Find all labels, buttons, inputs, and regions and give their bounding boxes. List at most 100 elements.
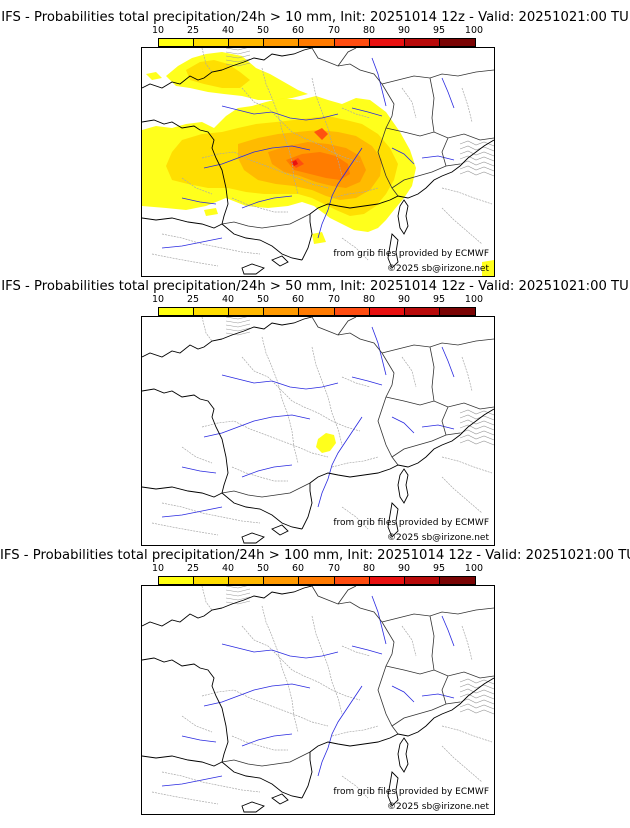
river-line bbox=[181, 466, 217, 474]
data-source-credit: from grib files provided by ECMWF bbox=[333, 518, 489, 528]
colorbar-swatch bbox=[405, 577, 440, 584]
river-line bbox=[421, 424, 455, 430]
river-line bbox=[371, 595, 387, 645]
country-border bbox=[221, 213, 311, 229]
admin-boundary bbox=[311, 77, 343, 177]
river-line bbox=[203, 145, 311, 169]
probability-area bbox=[292, 160, 298, 166]
relief-contour bbox=[225, 62, 251, 67]
relief-contour bbox=[459, 165, 494, 172]
admin-boundary bbox=[341, 107, 371, 119]
colorbar-swatch bbox=[370, 577, 405, 584]
map-panel: IFS - Probabilities total precipitation/… bbox=[0, 279, 630, 549]
relief-contour bbox=[225, 50, 251, 55]
coastline bbox=[241, 263, 265, 275]
relief-contour bbox=[459, 414, 494, 421]
river-line bbox=[241, 195, 293, 209]
relief-contour bbox=[225, 596, 251, 601]
river-line bbox=[161, 237, 223, 249]
colorbar-swatch bbox=[264, 577, 299, 584]
admin-boundary bbox=[331, 187, 379, 199]
colorbar-tick-label: 70 bbox=[327, 563, 341, 574]
colorbar-swatch bbox=[370, 308, 405, 315]
coastline bbox=[309, 677, 494, 753]
country-border bbox=[385, 396, 494, 410]
colorbar-swatches bbox=[158, 576, 476, 585]
probability-area bbox=[482, 260, 494, 276]
admin-boundary bbox=[181, 715, 213, 733]
coastline bbox=[309, 139, 494, 215]
admin-boundary bbox=[261, 67, 299, 195]
probability-area bbox=[312, 232, 326, 244]
country-border bbox=[441, 675, 449, 705]
colorbar-tick-label: 80 bbox=[362, 25, 376, 36]
country-border bbox=[381, 338, 494, 354]
country-border bbox=[311, 48, 399, 197]
colorbar-tick-label: 95 bbox=[432, 294, 446, 305]
admin-boundary bbox=[151, 522, 219, 536]
colorbar-tick-label: 25 bbox=[186, 563, 200, 574]
relief-contour bbox=[459, 703, 494, 710]
admin-boundary bbox=[201, 689, 329, 727]
river-line bbox=[221, 643, 339, 659]
relief-contour bbox=[225, 58, 251, 63]
relief-contour bbox=[459, 424, 494, 431]
coastline bbox=[301, 214, 313, 261]
coastline bbox=[142, 338, 223, 358]
country-border bbox=[441, 137, 449, 167]
country-border bbox=[221, 751, 311, 767]
relief-contour bbox=[225, 600, 251, 605]
colorbar-tick-label: 40 bbox=[221, 25, 235, 36]
map-canvas bbox=[142, 48, 494, 276]
admin-boundary bbox=[311, 615, 343, 715]
country-border bbox=[337, 317, 357, 336]
colorbar-tick-label: 10 bbox=[151, 25, 165, 36]
coastline bbox=[397, 199, 409, 235]
colorbar-tick-label: 60 bbox=[291, 563, 305, 574]
admin-boundary bbox=[341, 775, 369, 799]
coastline bbox=[142, 69, 223, 89]
coastline bbox=[221, 223, 303, 261]
colorbar-tick-label: 10 bbox=[151, 294, 165, 305]
relief-contour bbox=[225, 319, 251, 324]
colorbar-swatch bbox=[159, 577, 194, 584]
admin-boundary bbox=[341, 506, 369, 530]
map-canvas bbox=[142, 317, 494, 544]
panel-title: IFS - Probabilities total precipitation/… bbox=[0, 548, 630, 563]
river-line bbox=[241, 464, 293, 478]
country-border bbox=[337, 48, 357, 67]
colorbar-tick-label: 90 bbox=[397, 25, 411, 36]
relief-contour bbox=[459, 170, 494, 177]
country-border bbox=[381, 69, 494, 85]
admin-boundary bbox=[441, 207, 483, 245]
panel-title: IFS - Probabilities total precipitation/… bbox=[1, 279, 629, 294]
admin-boundary bbox=[441, 745, 483, 783]
river-line bbox=[317, 685, 363, 777]
country-border bbox=[429, 346, 435, 402]
river-line bbox=[317, 416, 363, 508]
admin-boundary bbox=[441, 456, 493, 474]
relief-contour bbox=[225, 48, 248, 51]
admin-boundary bbox=[401, 625, 417, 657]
country-border bbox=[337, 586, 357, 605]
country-border bbox=[311, 586, 399, 735]
relief-contour bbox=[459, 145, 494, 152]
relief-contour bbox=[459, 708, 494, 715]
colorbar-legend: 10 25 40 50 60 70 80 90 95 100 bbox=[152, 563, 483, 591]
colorbar-swatch bbox=[370, 39, 405, 46]
river-line bbox=[317, 147, 363, 239]
river-line bbox=[391, 685, 415, 703]
relief-contour bbox=[225, 323, 251, 328]
coastline bbox=[387, 502, 399, 538]
coastline bbox=[397, 468, 409, 504]
colorbar-swatch bbox=[299, 39, 335, 46]
copyright-credit: ©2025 sb@irizone.net bbox=[387, 802, 489, 812]
river-line bbox=[441, 77, 455, 109]
admin-boundary bbox=[311, 346, 343, 446]
coastline bbox=[221, 48, 313, 71]
admin-boundary bbox=[201, 420, 329, 458]
map-canvas bbox=[142, 586, 494, 813]
admin-boundary bbox=[441, 725, 493, 743]
relief-contour bbox=[225, 327, 251, 332]
river-line bbox=[351, 645, 383, 655]
